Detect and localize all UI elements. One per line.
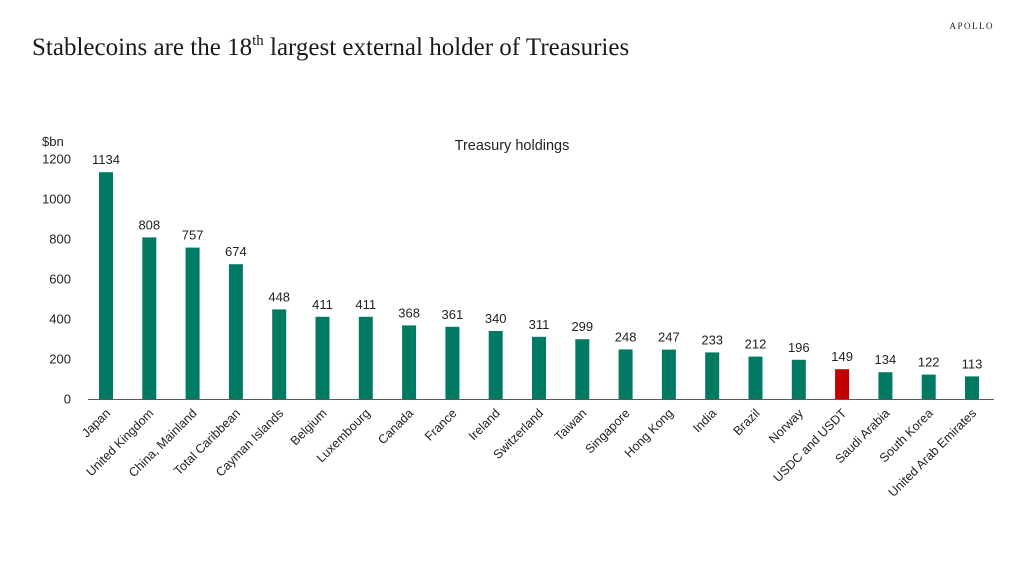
bar-norway xyxy=(791,359,806,399)
x-tick-label: Ireland xyxy=(466,406,503,443)
bar-belgium xyxy=(315,316,330,399)
apollo-logo: APOLLO xyxy=(949,21,994,31)
bar-canada xyxy=(402,325,417,399)
slide-title-pre: Stablecoins are the 18 xyxy=(32,34,253,61)
bar-ireland xyxy=(488,331,503,399)
x-tick-label: India xyxy=(690,406,719,435)
bar-hong-kong xyxy=(661,349,676,399)
bar-brazil xyxy=(748,356,763,399)
value-label: 134 xyxy=(875,352,897,367)
value-label: 233 xyxy=(701,332,723,347)
value-label: 808 xyxy=(138,217,160,232)
value-label: 1134 xyxy=(92,152,120,167)
x-tick-label: Brazil xyxy=(731,406,763,438)
value-label: 212 xyxy=(745,337,767,352)
x-tick-label: France xyxy=(422,406,459,443)
x-tick-label: Taiwan xyxy=(552,406,589,443)
bar-total-caribbean xyxy=(228,264,243,399)
value-label: 122 xyxy=(918,355,940,370)
value-label: 674 xyxy=(225,244,247,259)
slide-title-superscript: th xyxy=(252,33,264,49)
bar-india xyxy=(705,352,720,399)
value-label: 311 xyxy=(529,317,550,332)
x-tick-label: Norway xyxy=(766,406,806,446)
bar-luxembourg xyxy=(358,316,373,399)
x-tick-label: Japan xyxy=(79,406,113,440)
bar-japan xyxy=(99,172,113,399)
value-label: 196 xyxy=(788,340,810,355)
y-tick-label: 200 xyxy=(49,352,71,367)
y-tick-label: 0 xyxy=(64,392,71,407)
bar-saudi-arabia xyxy=(878,372,893,399)
bar-cayman-islands xyxy=(272,309,287,399)
slide-title-post: largest external holder of Treasuries xyxy=(263,34,630,61)
bar-united-arab-emirates xyxy=(965,376,979,399)
value-label: 448 xyxy=(268,289,290,304)
bar-singapore xyxy=(618,349,633,399)
x-tick-label: United Arab Emirates xyxy=(886,406,979,499)
value-labels: 1134 808 757 674 448 411 411 368 361 340 311 299 248… xyxy=(92,152,982,371)
slide-title: Stablecoins are the 18th largest externa… xyxy=(32,34,629,62)
bar-taiwan xyxy=(575,339,590,399)
y-axis-ticks: 0 200 400 600 800 1000 1200 xyxy=(42,152,71,407)
value-label: 299 xyxy=(571,319,593,334)
value-label: 248 xyxy=(615,329,637,344)
y-axis-label: $bn xyxy=(42,134,64,149)
value-label: 340 xyxy=(485,311,507,326)
bar-usdc-and-usdt xyxy=(835,369,850,399)
x-tick-label: USDC and USDT xyxy=(771,406,850,485)
value-label: 247 xyxy=(658,330,680,345)
y-tick-label: 1000 xyxy=(42,192,71,207)
bar-switzerland xyxy=(532,336,546,399)
y-tick-label: 400 xyxy=(49,312,71,327)
x-tick-label: Canada xyxy=(375,406,416,447)
bars xyxy=(99,172,979,399)
bar-china-mainland xyxy=(185,247,200,399)
value-label: 757 xyxy=(182,228,204,243)
y-tick-label: 1200 xyxy=(42,152,71,167)
chart-title: Treasury holdings xyxy=(455,138,570,154)
bar-south-korea xyxy=(921,374,936,399)
y-tick-label: 800 xyxy=(49,232,71,247)
x-tick-label: Belgium xyxy=(288,406,330,448)
value-label: 368 xyxy=(398,305,420,320)
value-label: 149 xyxy=(831,349,853,364)
value-label: 411 xyxy=(312,297,333,312)
y-tick-label: 600 xyxy=(49,272,71,287)
value-label: 361 xyxy=(442,307,464,322)
value-label: 113 xyxy=(962,356,983,371)
value-label: 411 xyxy=(355,297,376,312)
bar-united-kingdom xyxy=(142,237,157,399)
bar-france xyxy=(445,326,460,399)
